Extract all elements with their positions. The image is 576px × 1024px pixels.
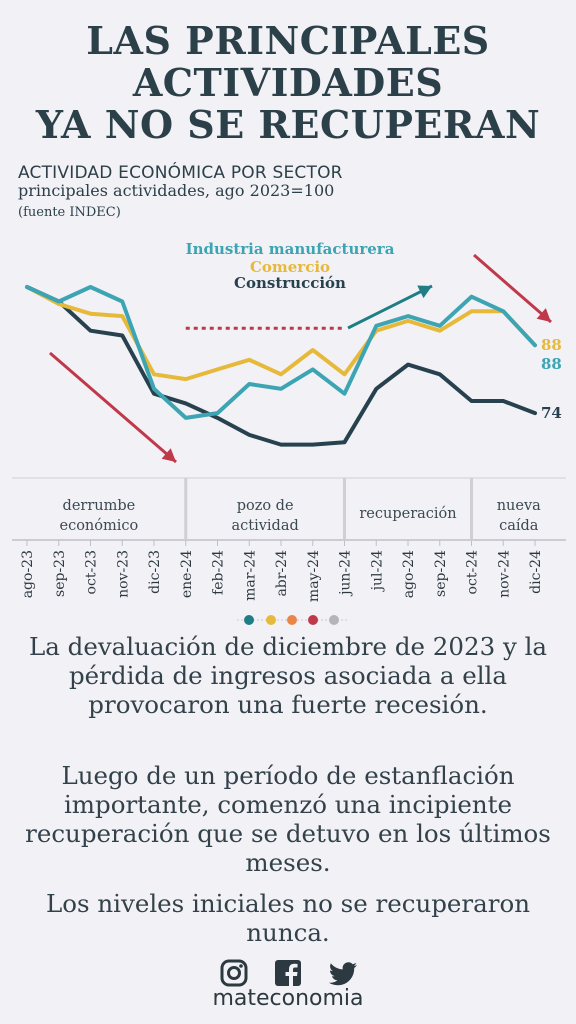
arrow-fall-end-shaft [473, 253, 552, 324]
title-line-3: YA NO SE RECUPERAN [35, 102, 541, 147]
period-label-1: pozo de [237, 498, 294, 514]
series-line-2 [25, 285, 537, 447]
x-label-15: nov-24 [496, 550, 512, 598]
chart-title: ACTIVIDAD ECONÓMICA POR SECTOR [18, 163, 343, 183]
x-label-10: jun-24 [338, 550, 354, 597]
arrow-rise-head [417, 285, 432, 299]
arrow-fall-end-head [536, 308, 551, 322]
x-label-2: oct-23 [84, 550, 100, 594]
period-label-0: derrumbe [63, 498, 136, 514]
instagram-icon[interactable] [219, 958, 249, 988]
chart-subtitle: principales actividades, ago 2023=100 [18, 181, 335, 200]
legend-2: Construcción [234, 274, 346, 292]
x-label-3: nov-23 [115, 550, 131, 598]
x-label-6: feb-24 [211, 550, 227, 595]
paragraph-levels: Los niveles iniciales no se recuperaron … [46, 889, 530, 947]
legend-0: Industria manufacturera [186, 240, 395, 258]
x-label-9: may-24 [306, 550, 322, 602]
end-label-1: 88 [541, 336, 562, 354]
social-icons [0, 958, 576, 992]
x-label-0: ago-23 [20, 550, 36, 598]
brand-name: mateconomia [212, 986, 364, 1011]
title-line-1: LAS PRINCIPALES [86, 18, 490, 63]
arrow-rise-shaft [347, 284, 433, 330]
twitter-icon[interactable] [327, 958, 359, 988]
paragraph-recession: La devaluación de diciembre de 2023 y la… [28, 632, 548, 719]
end-label-2: 74 [541, 404, 562, 422]
chart-source: (fuente INDEC) [18, 205, 121, 220]
dot-yellow [266, 615, 276, 625]
x-label-14: oct-24 [465, 550, 481, 595]
dot-red [308, 615, 318, 625]
period-label-2: recuperación [359, 506, 456, 522]
line-chart: Industria manufactureraComercioConstrucc… [12, 240, 566, 602]
period-label-3: nueva [497, 498, 541, 514]
dot-teal [244, 615, 254, 625]
facebook-icon[interactable] [273, 958, 303, 988]
x-label-5: ene-24 [179, 550, 195, 598]
separator-dots [237, 615, 347, 625]
page-title: LAS PRINCIPALES ACTIVIDADES YA NO SE REC… [0, 20, 576, 146]
arrow-fall-shaft [49, 351, 177, 464]
series-line-1 [25, 285, 537, 382]
dot-gray [329, 615, 339, 625]
x-label-16: dic-24 [528, 550, 544, 594]
dot-orange [287, 615, 297, 625]
x-label-13: sep-24 [433, 550, 449, 597]
title-line-2: ACTIVIDADES [132, 60, 444, 105]
period-label-3-b: caída [499, 518, 539, 534]
x-label-4: dic-23 [147, 550, 163, 594]
x-label-8: abr-24 [274, 550, 290, 597]
period-label-0-b: económico [60, 518, 139, 534]
legend-1: Comercio [250, 258, 330, 276]
arrow-fall-head [161, 448, 176, 462]
period-label-1-b: actividad [231, 518, 298, 534]
x-label-12: ago-24 [401, 550, 417, 598]
x-label-1: sep-23 [52, 550, 68, 597]
x-label-11: jul-24 [369, 550, 385, 592]
x-label-7: mar-24 [242, 550, 258, 601]
paragraph-stagflation: Luego de un período de estanflación impo… [25, 761, 551, 877]
series-line-0 [25, 285, 537, 420]
end-label-0: 88 [541, 355, 562, 373]
